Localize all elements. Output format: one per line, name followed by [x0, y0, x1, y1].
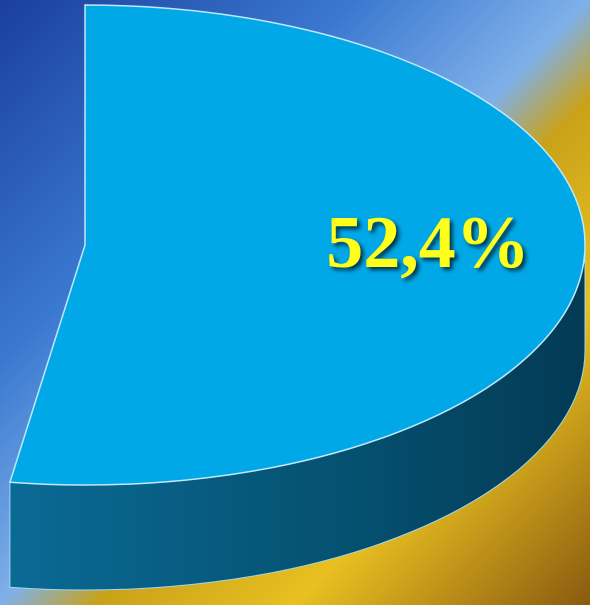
- pie-slice: [8, 4, 586, 486]
- pie: [8, 4, 586, 591]
- value-label: 52,4%: [326, 202, 530, 284]
